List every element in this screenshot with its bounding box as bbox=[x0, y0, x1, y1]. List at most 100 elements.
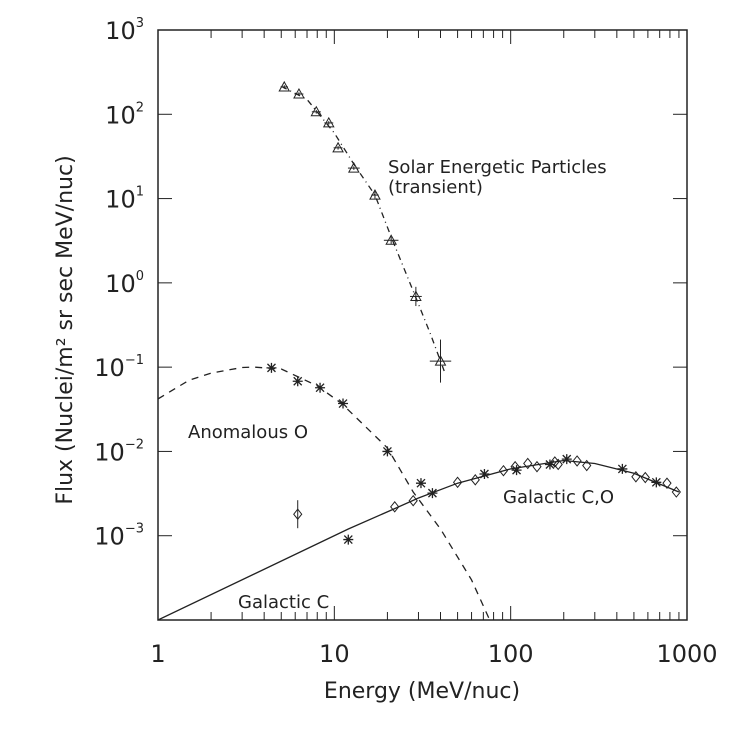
diamond-marker bbox=[390, 501, 400, 513]
triangle-marker bbox=[322, 116, 335, 128]
annotation-galactic-co: Galactic C,O bbox=[503, 487, 614, 508]
galactic-point bbox=[617, 463, 628, 474]
y-tick-label: 101 bbox=[105, 185, 144, 214]
sep-point bbox=[278, 80, 291, 92]
galactic-point bbox=[523, 457, 533, 470]
galactic-curve bbox=[158, 459, 680, 620]
asterisk-marker bbox=[315, 382, 326, 393]
asterisk-marker bbox=[266, 362, 277, 373]
y-tick-label: 100 bbox=[105, 269, 144, 298]
y-tick-exponent: 1 bbox=[136, 185, 144, 200]
sep-point bbox=[322, 116, 335, 128]
y-tick-base: 10 bbox=[105, 186, 136, 214]
asterisk-marker bbox=[651, 477, 662, 488]
galactic-point bbox=[498, 464, 509, 477]
y-tick-exponent: −3 bbox=[125, 522, 144, 537]
y-tick-label: 10−3 bbox=[94, 522, 144, 551]
data-points bbox=[266, 80, 681, 545]
triangle-marker bbox=[434, 355, 447, 366]
x-tick-label: 1000 bbox=[656, 640, 717, 668]
x-tick-label: 1 bbox=[150, 640, 165, 668]
y-tick-base: 10 bbox=[105, 17, 136, 45]
triangle-marker bbox=[332, 141, 344, 153]
galactic-point bbox=[427, 488, 438, 499]
annotation-anomalous-o: Anomalous O bbox=[188, 422, 308, 443]
y-tick-exponent: −1 bbox=[125, 353, 144, 368]
diamond-marker bbox=[662, 477, 672, 489]
sep-point bbox=[383, 234, 399, 245]
y-tick-label: 102 bbox=[105, 100, 144, 129]
y-tick-exponent: 2 bbox=[136, 100, 144, 115]
galactic-point bbox=[293, 500, 303, 529]
annotation-galactic-c: Galactic C bbox=[238, 592, 329, 613]
diamond-marker bbox=[498, 464, 509, 477]
anomalous-o-point bbox=[338, 398, 349, 409]
asterisk-marker bbox=[415, 478, 426, 489]
annotation-sep-transient: (transient) bbox=[388, 177, 483, 198]
anomalous-o-point bbox=[415, 478, 426, 489]
anomalous-o-curve bbox=[158, 366, 491, 620]
triangle-marker bbox=[410, 290, 422, 301]
galactic-point bbox=[671, 486, 681, 498]
asterisk-marker bbox=[343, 534, 354, 545]
asterisk-marker bbox=[561, 454, 572, 465]
triangle-marker bbox=[385, 234, 398, 245]
x-axis-label: Energy (MeV/nuc) bbox=[324, 679, 520, 704]
diamond-marker bbox=[532, 460, 542, 473]
anomalous-o-point bbox=[382, 446, 393, 457]
triangle-marker bbox=[278, 80, 291, 92]
diamond-marker bbox=[470, 474, 480, 486]
asterisk-marker bbox=[338, 398, 349, 409]
diamond-marker bbox=[582, 459, 592, 472]
galactic-point bbox=[408, 494, 418, 507]
asterisk-marker bbox=[479, 468, 490, 479]
y-tick-exponent: −2 bbox=[125, 437, 144, 452]
galactic-point bbox=[651, 477, 662, 488]
asterisk-marker bbox=[617, 463, 628, 474]
galactic-point bbox=[544, 459, 555, 470]
asterisk-marker bbox=[292, 376, 303, 387]
anomalous-o-point bbox=[315, 382, 326, 393]
asterisk-marker bbox=[382, 446, 393, 457]
x-tick-label: 10 bbox=[319, 640, 350, 668]
y-tick-exponent: 3 bbox=[136, 16, 144, 31]
diamond-marker bbox=[671, 486, 681, 498]
galactic-point bbox=[532, 460, 542, 473]
y-tick-base: 10 bbox=[105, 270, 136, 298]
galactic-point bbox=[390, 501, 400, 513]
diamond-marker bbox=[452, 476, 463, 489]
asterisk-marker bbox=[511, 465, 522, 476]
sep-point bbox=[310, 105, 323, 117]
y-tick-label: 103 bbox=[105, 16, 144, 45]
galactic-point bbox=[662, 477, 672, 489]
sep-curve bbox=[281, 85, 445, 372]
triangle-marker bbox=[369, 189, 381, 200]
anomalous-o-point bbox=[266, 362, 277, 373]
galactic-point bbox=[470, 474, 480, 486]
y-tick-base: 10 bbox=[94, 438, 125, 466]
triangle-marker bbox=[310, 105, 323, 117]
y-tick-base: 10 bbox=[94, 354, 125, 382]
galactic-point bbox=[561, 454, 572, 465]
galactic-point bbox=[343, 534, 354, 545]
x-tick-label: 100 bbox=[488, 640, 534, 668]
diamond-marker bbox=[640, 471, 650, 484]
galactic-point bbox=[479, 468, 490, 479]
sep-point bbox=[429, 339, 452, 383]
diamond-marker bbox=[408, 494, 418, 507]
asterisk-marker bbox=[544, 459, 555, 470]
asterisk-marker bbox=[427, 488, 438, 499]
galactic-point bbox=[582, 459, 592, 472]
galactic-point bbox=[511, 465, 522, 476]
y-tick-base: 10 bbox=[105, 101, 136, 129]
diamond-marker bbox=[572, 455, 582, 467]
galactic-point bbox=[572, 455, 582, 467]
y-tick-label: 10−2 bbox=[94, 437, 144, 466]
sep-point bbox=[347, 162, 360, 173]
y-axis-label: Flux (Nuclei/m² sr sec MeV/nuc) bbox=[53, 155, 78, 504]
y-tick-label: 10−1 bbox=[94, 353, 144, 382]
sep-point bbox=[293, 87, 305, 99]
diamond-marker bbox=[631, 471, 641, 483]
